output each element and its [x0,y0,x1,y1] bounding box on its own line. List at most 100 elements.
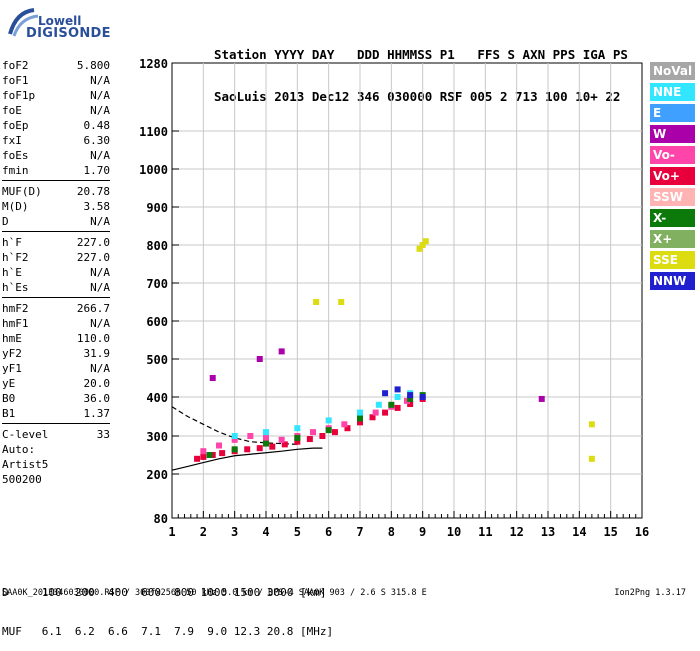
x-tick-label: 3 [231,525,238,539]
echo-point [419,394,426,400]
param-value: 3.58 [83,200,111,213]
ionogram-chart: 1 2 3 4 5 6 7 8 9 10 11 12 13 14 15 1680200300400500600… [139,57,649,539]
echo-point [419,242,426,248]
legend-item: X- [650,209,695,227]
param-row: B0 36.0 [2,391,110,406]
param-row: yF2 31.9 [2,346,110,361]
param-name: h`E [2,266,22,279]
distance-row: D 100 200 400 600 800 1000 1500 3000 [km… [2,586,327,599]
echo-point [294,425,301,432]
param-value: N/A [90,281,110,294]
param-name: hmE [2,332,22,345]
echo-point [194,455,201,462]
parameter-panel: foF2 5.800 foF1 N/A foF1p N/A foE N/A foEp 0.48 fx… [2,58,110,487]
param-name: yF1 [2,362,22,375]
param-row: h`Es N/A [2,280,110,295]
param-value: N/A [90,149,110,162]
param-row: fmin 1.70 [2,163,110,178]
param-row: h`F2 227.0 [2,250,110,265]
echo-point [219,450,226,457]
echo-point [382,409,389,416]
echo-point [256,445,263,452]
trace-line-x [171,447,323,471]
echo-point [407,401,414,408]
echo-point [200,448,207,455]
echo-point [369,414,376,421]
echo-point [231,446,238,453]
param-value: 33 [96,428,110,441]
param-value: 5.800 [76,59,110,72]
param-row: M(D) 3.58 [2,199,110,214]
param-value: 20.0 [83,377,111,390]
param-row: hmF2 266.7 [2,301,110,316]
y-tick-label: 500 [146,353,168,367]
logo-line1: Lowell [38,14,82,28]
echo-point [319,433,326,439]
legend-item: Vo+ [650,167,695,185]
echo-point [231,433,238,439]
legend-item: NNE [650,83,695,101]
param-name: foEs [2,149,29,162]
param-name: h`F [2,236,22,249]
echo-point [209,452,216,458]
param-value: N/A [90,317,110,330]
x-tick-label: 14 [572,525,586,539]
auto-scaling-l3: 500200 [2,473,42,486]
param-value: 1.70 [83,164,111,177]
muf-table: D 100 200 400 600 800 1000 1500 3000 [km… [2,560,333,651]
param-separator [2,297,110,298]
legend-item: W [650,125,695,143]
echo-point [407,392,414,399]
param-value: 20.78 [76,185,110,198]
x-tick-label: 6 [325,525,332,539]
param-value: 36.0 [83,392,111,405]
echo-point [382,390,389,397]
echo-point [394,386,401,393]
echo-point [209,375,216,381]
echo-point [372,409,379,416]
param-value: 0.48 [83,119,111,132]
param-row: MUF(D) 20.78 [2,184,110,199]
x-tick-label: 15 [603,525,617,539]
param-value: 227.0 [76,236,110,249]
param-row: foF1p N/A [2,88,110,103]
y-tick-label: 1000 [139,163,168,177]
param-value: 266.7 [76,302,110,315]
param-separator [2,231,110,232]
muf-row: MUF 6.1 6.2 6.6 7.1 7.9 9.0 12.3 20.8 [M… [2,625,334,638]
param-value: 227.0 [76,251,110,264]
param-name: D [2,215,9,228]
echo-point [247,433,254,439]
x-tick-label: 11 [478,525,492,539]
y-tick-label: 200 [146,468,168,482]
y-tick-label: 1280 [139,57,168,71]
y-tick-label: 800 [146,239,168,253]
x-tick-label: 12 [509,525,523,539]
legend-item: SSW [650,188,695,206]
param-row: hmE 110.0 [2,331,110,346]
echo-point [375,401,382,408]
echo-point [388,401,395,408]
x-tick-label: 2 [200,525,207,539]
param-name: h`Es [2,281,29,294]
x-tick-label: 7 [356,525,363,539]
echo-point [538,395,545,402]
param-name: hmF1 [2,317,29,330]
param-row: foEs N/A [2,148,110,163]
echo-point [357,409,363,416]
file-info: SAA0K_2013346030000.RSF / 300fx256h 50 k… [2,588,427,598]
legend-item: NNW [650,272,695,290]
y-tick-label: 900 [146,201,168,215]
param-row: hmF1 N/A [2,316,110,331]
logo-line2: DIGISONDE [26,26,111,41]
param-name: foF2 [2,59,29,72]
param-row: h`F 227.0 [2,235,110,250]
param-value: 1.37 [83,407,111,420]
param-value: N/A [90,74,110,87]
echo-point [338,299,345,305]
y-tick-label: 700 [146,277,168,291]
echo-point [422,238,429,245]
auto-scaling-l1: Auto: [2,443,36,456]
param-name: h`F2 [2,251,29,264]
digisonde-logo-mark [8,8,39,37]
